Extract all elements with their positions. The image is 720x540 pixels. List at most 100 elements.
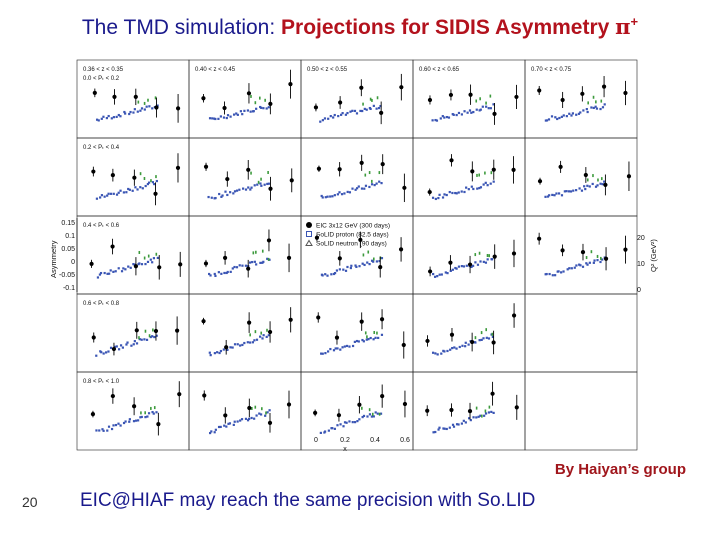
solid-proton-point xyxy=(117,113,120,117)
solid-proton-point xyxy=(372,338,375,341)
solid-proton-point xyxy=(591,182,594,186)
solid-proton-point xyxy=(478,339,481,342)
solid-proton-point xyxy=(550,115,554,118)
title-superscript: + xyxy=(630,14,639,29)
solid-proton-point xyxy=(126,341,129,344)
solid-proton-point xyxy=(584,187,587,191)
solid-neutron-point xyxy=(254,101,257,105)
solid-proton-point xyxy=(226,348,229,351)
solid-proton-point xyxy=(554,116,557,119)
solid-proton-point xyxy=(266,257,269,260)
solid-proton-point xyxy=(326,195,329,198)
eic-point xyxy=(603,256,609,261)
solid-neutron-point xyxy=(261,249,264,253)
solid-proton-point xyxy=(151,335,154,338)
solid-proton-point xyxy=(262,260,265,263)
solid-proton-point xyxy=(343,345,346,348)
eic-point xyxy=(178,262,183,267)
solid-proton-point xyxy=(333,194,336,197)
solid-proton-point xyxy=(443,116,446,119)
solid-proton-point xyxy=(460,422,463,425)
solid-proton-point xyxy=(432,272,435,276)
footer-caption: EIC@HIAF may reach the same precision wi… xyxy=(80,490,536,511)
eic-point xyxy=(603,182,608,188)
solid-proton-point xyxy=(327,117,330,120)
solid-proton-point xyxy=(107,192,110,195)
solid-proton-point xyxy=(151,181,154,184)
solid-proton-point xyxy=(225,116,228,120)
eic-point xyxy=(246,91,252,96)
x-tick-label: 0.2 xyxy=(340,437,350,444)
pt-bin-label: 0.8 < Pₜ < 1.0 xyxy=(83,379,120,385)
solid-proton-point xyxy=(106,429,109,432)
eic-point xyxy=(111,346,117,352)
solid-proton-point xyxy=(343,192,346,195)
solid-proton-point xyxy=(117,348,121,351)
solid-proton-point xyxy=(340,113,343,116)
solid-proton-point xyxy=(355,265,358,269)
solid-proton-point xyxy=(482,260,485,263)
slide-number: 20 xyxy=(22,494,38,510)
solid-proton-point xyxy=(255,414,258,417)
solid-proton-point xyxy=(240,418,244,421)
solid-proton-point xyxy=(329,347,332,351)
eic-point xyxy=(359,85,364,90)
solid-neutron-point xyxy=(147,254,150,258)
solid-proton-point xyxy=(578,263,581,266)
solid-proton-point xyxy=(249,188,252,191)
solid-proton-point xyxy=(124,268,127,271)
solid-proton-point xyxy=(217,117,220,120)
solid-proton-point xyxy=(571,112,575,115)
z-bin-label: 0.36 < z < 0.35 xyxy=(83,67,124,73)
solid-proton-point xyxy=(112,192,115,195)
solid-proton-point xyxy=(220,272,223,275)
solid-proton-point xyxy=(253,260,256,263)
solid-proton-point xyxy=(443,427,446,430)
eic-point xyxy=(133,94,138,99)
eic-point xyxy=(467,262,473,267)
solid-proton-point xyxy=(231,267,234,270)
solid-proton-point xyxy=(144,416,147,419)
q2-axis-label: Q² (GeV²) xyxy=(649,239,658,272)
solid-proton-point xyxy=(572,189,575,192)
solid-proton-point xyxy=(372,415,375,418)
solid-proton-point xyxy=(258,412,261,415)
eic-point xyxy=(314,235,320,240)
solid-proton-point xyxy=(112,270,115,273)
solid-proton-point xyxy=(357,185,360,188)
solid-proton-point xyxy=(112,424,115,427)
solid-proton-point xyxy=(465,264,468,267)
eic-point xyxy=(379,317,385,322)
solid-proton-point xyxy=(357,340,360,343)
solid-proton-point xyxy=(380,182,383,185)
eic-point xyxy=(468,92,473,97)
solid-proton-point xyxy=(332,116,335,119)
eic-point xyxy=(514,405,519,410)
solid-proton-point xyxy=(131,189,134,192)
solid-proton-point xyxy=(321,274,324,277)
solid-proton-point xyxy=(235,189,239,192)
solid-proton-point xyxy=(492,103,495,106)
solid-proton-point xyxy=(491,335,494,339)
solid-neutron-point xyxy=(481,414,483,418)
solid-proton-point xyxy=(323,117,327,120)
solid-proton-point xyxy=(99,196,102,199)
solid-proton-point xyxy=(147,412,151,415)
y-tick-label: -0.1 xyxy=(63,285,75,292)
solid-proton-point xyxy=(109,269,112,272)
solid-proton-point xyxy=(484,261,488,264)
solid-proton-point xyxy=(143,108,146,111)
solid-proton-point xyxy=(351,109,354,112)
solid-proton-point xyxy=(431,196,435,199)
solid-proton-point xyxy=(379,412,383,415)
solid-proton-point xyxy=(132,343,135,346)
solid-proton-point xyxy=(134,419,138,422)
solid-proton-point xyxy=(208,431,212,435)
solid-proton-point xyxy=(551,274,554,277)
solid-proton-point xyxy=(149,258,152,261)
solid-proton-point xyxy=(260,413,263,416)
solid-proton-point xyxy=(266,182,269,186)
solid-proton-point xyxy=(243,109,246,112)
solid-proton-point xyxy=(577,112,581,115)
solid-proton-point xyxy=(134,186,137,189)
